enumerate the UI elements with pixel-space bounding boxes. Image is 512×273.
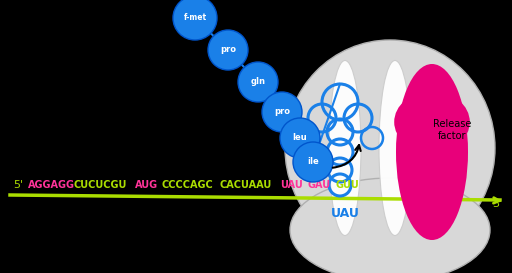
Circle shape	[173, 0, 217, 40]
Text: UAU: UAU	[280, 180, 303, 190]
Text: UAU: UAU	[331, 207, 359, 220]
Ellipse shape	[396, 64, 468, 240]
Text: gln: gln	[250, 78, 266, 87]
Circle shape	[208, 30, 248, 70]
Ellipse shape	[379, 61, 411, 236]
Text: 3': 3'	[492, 199, 502, 209]
Text: GUU: GUU	[336, 180, 360, 190]
Ellipse shape	[329, 61, 361, 236]
Ellipse shape	[394, 91, 470, 153]
Text: leu: leu	[293, 133, 307, 143]
Text: CACUAAU: CACUAAU	[220, 180, 272, 190]
Text: 5': 5'	[13, 180, 23, 190]
Ellipse shape	[285, 40, 495, 256]
Text: pro: pro	[274, 108, 290, 117]
Circle shape	[262, 92, 302, 132]
Circle shape	[238, 62, 278, 102]
Text: AGGAGG: AGGAGG	[28, 180, 75, 190]
Text: f-met: f-met	[183, 13, 206, 22]
Circle shape	[280, 118, 320, 158]
Text: ile: ile	[307, 158, 319, 167]
Text: pro: pro	[220, 46, 236, 55]
Text: AUG: AUG	[135, 180, 158, 190]
Ellipse shape	[290, 178, 490, 273]
Text: GAU: GAU	[308, 180, 331, 190]
Text: CUCUCGU: CUCUCGU	[74, 180, 127, 190]
Text: Release
factor: Release factor	[433, 119, 471, 141]
Text: CCCCAGC: CCCCAGC	[162, 180, 214, 190]
Circle shape	[293, 142, 333, 182]
